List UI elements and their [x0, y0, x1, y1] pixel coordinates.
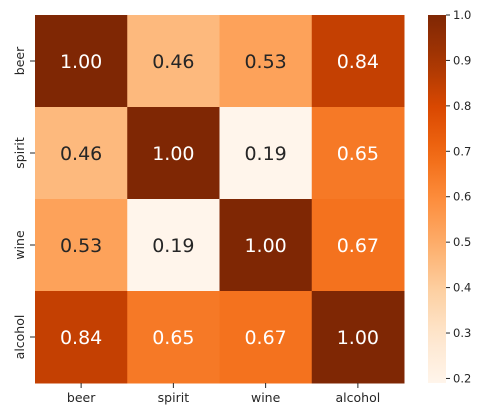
- cell-value-label: 0.53: [244, 51, 286, 73]
- colorbar: 0.2 0.3 0.4 0.5 0.6 0.7 0.8 0.9 1.0: [428, 8, 471, 385]
- heatmap-cell-spirit-wine: [219, 107, 313, 200]
- cell-value-label: 0.67: [244, 327, 286, 349]
- cell-value-label: 0.19: [152, 235, 194, 257]
- cell-value-label: 0.53: [60, 235, 102, 257]
- heatmap-cells: [35, 15, 405, 384]
- heatmap-cell-alcohol-wine: [219, 291, 313, 384]
- cell-value-label: 1.00: [337, 327, 379, 349]
- cell-value-label: 0.19: [244, 143, 286, 165]
- heatmap-cell-labels: 1.00 0.46 0.53 0.84 0.46 1.00 0.19 0.65 0.53 0.19…: [60, 51, 379, 349]
- heatmap-cell-spirit-alcohol: [311, 107, 405, 200]
- cell-value-label: 0.46: [152, 51, 194, 73]
- heatmap-cell-beer-alcohol: [311, 15, 405, 108]
- heatmap-cell-alcohol-spirit: [127, 291, 220, 384]
- heatmap-cell-spirit-spirit: [127, 107, 220, 200]
- y-tick-label-beer: beer: [12, 46, 27, 75]
- x-tick-label-wine: wine: [251, 390, 281, 405]
- x-tick-label-beer: beer: [67, 390, 96, 405]
- cell-value-label: 0.67: [337, 235, 379, 257]
- x-axis: beer spirit wine alcohol: [67, 383, 380, 405]
- heatmap-cell-spirit-beer: [35, 107, 128, 200]
- heatmap-cell-alcohol-alcohol: [311, 291, 405, 384]
- colorbar-tick-label: 0.9: [453, 53, 471, 67]
- colorbar-gradient: [428, 15, 446, 383]
- x-tick-label-spirit: spirit: [158, 390, 190, 405]
- x-tick-label-alcohol: alcohol: [336, 390, 381, 405]
- colorbar-tick-label: 0.5: [453, 235, 471, 249]
- heatmap-cell-wine-spirit: [127, 199, 220, 292]
- cell-value-label: 1.00: [152, 143, 194, 165]
- heatmap-cell-beer-beer: [35, 15, 128, 108]
- cell-value-label: 1.00: [60, 51, 102, 73]
- colorbar-tick-label: 1.0: [453, 8, 471, 22]
- heatmap-cell-wine-wine: [219, 199, 313, 292]
- heatmap-cell-wine-beer: [35, 199, 128, 292]
- y-axis: beer spirit wine alcohol: [12, 46, 35, 359]
- colorbar-tick-label: 0.7: [453, 144, 471, 158]
- heatmap-cell-beer-spirit: [127, 15, 220, 108]
- heatmap-cell-alcohol-beer: [35, 291, 128, 384]
- cell-value-label: 1.00: [244, 235, 286, 257]
- colorbar-tick-label: 0.8: [453, 99, 471, 113]
- cell-value-label: 0.46: [60, 143, 102, 165]
- cell-value-label: 0.84: [60, 327, 102, 349]
- colorbar-tick-label: 0.3: [453, 326, 471, 340]
- colorbar-ticks: 0.2 0.3 0.4 0.5 0.6 0.7 0.8 0.9 1.0: [446, 8, 471, 385]
- cell-value-label: 0.65: [152, 327, 194, 349]
- heatmap-cell-beer-wine: [219, 15, 313, 108]
- colorbar-tick-label: 0.4: [453, 281, 471, 295]
- y-tick-label-alcohol: alcohol: [12, 315, 27, 360]
- y-tick-label-wine: wine: [12, 230, 27, 260]
- colorbar-tick-label: 0.6: [453, 190, 471, 204]
- colorbar-tick-label: 0.2: [453, 371, 471, 385]
- heatmap-cell-wine-alcohol: [311, 199, 405, 292]
- y-tick-label-spirit: spirit: [12, 137, 27, 169]
- cell-value-label: 0.84: [337, 51, 379, 73]
- cell-value-label: 0.65: [337, 143, 379, 165]
